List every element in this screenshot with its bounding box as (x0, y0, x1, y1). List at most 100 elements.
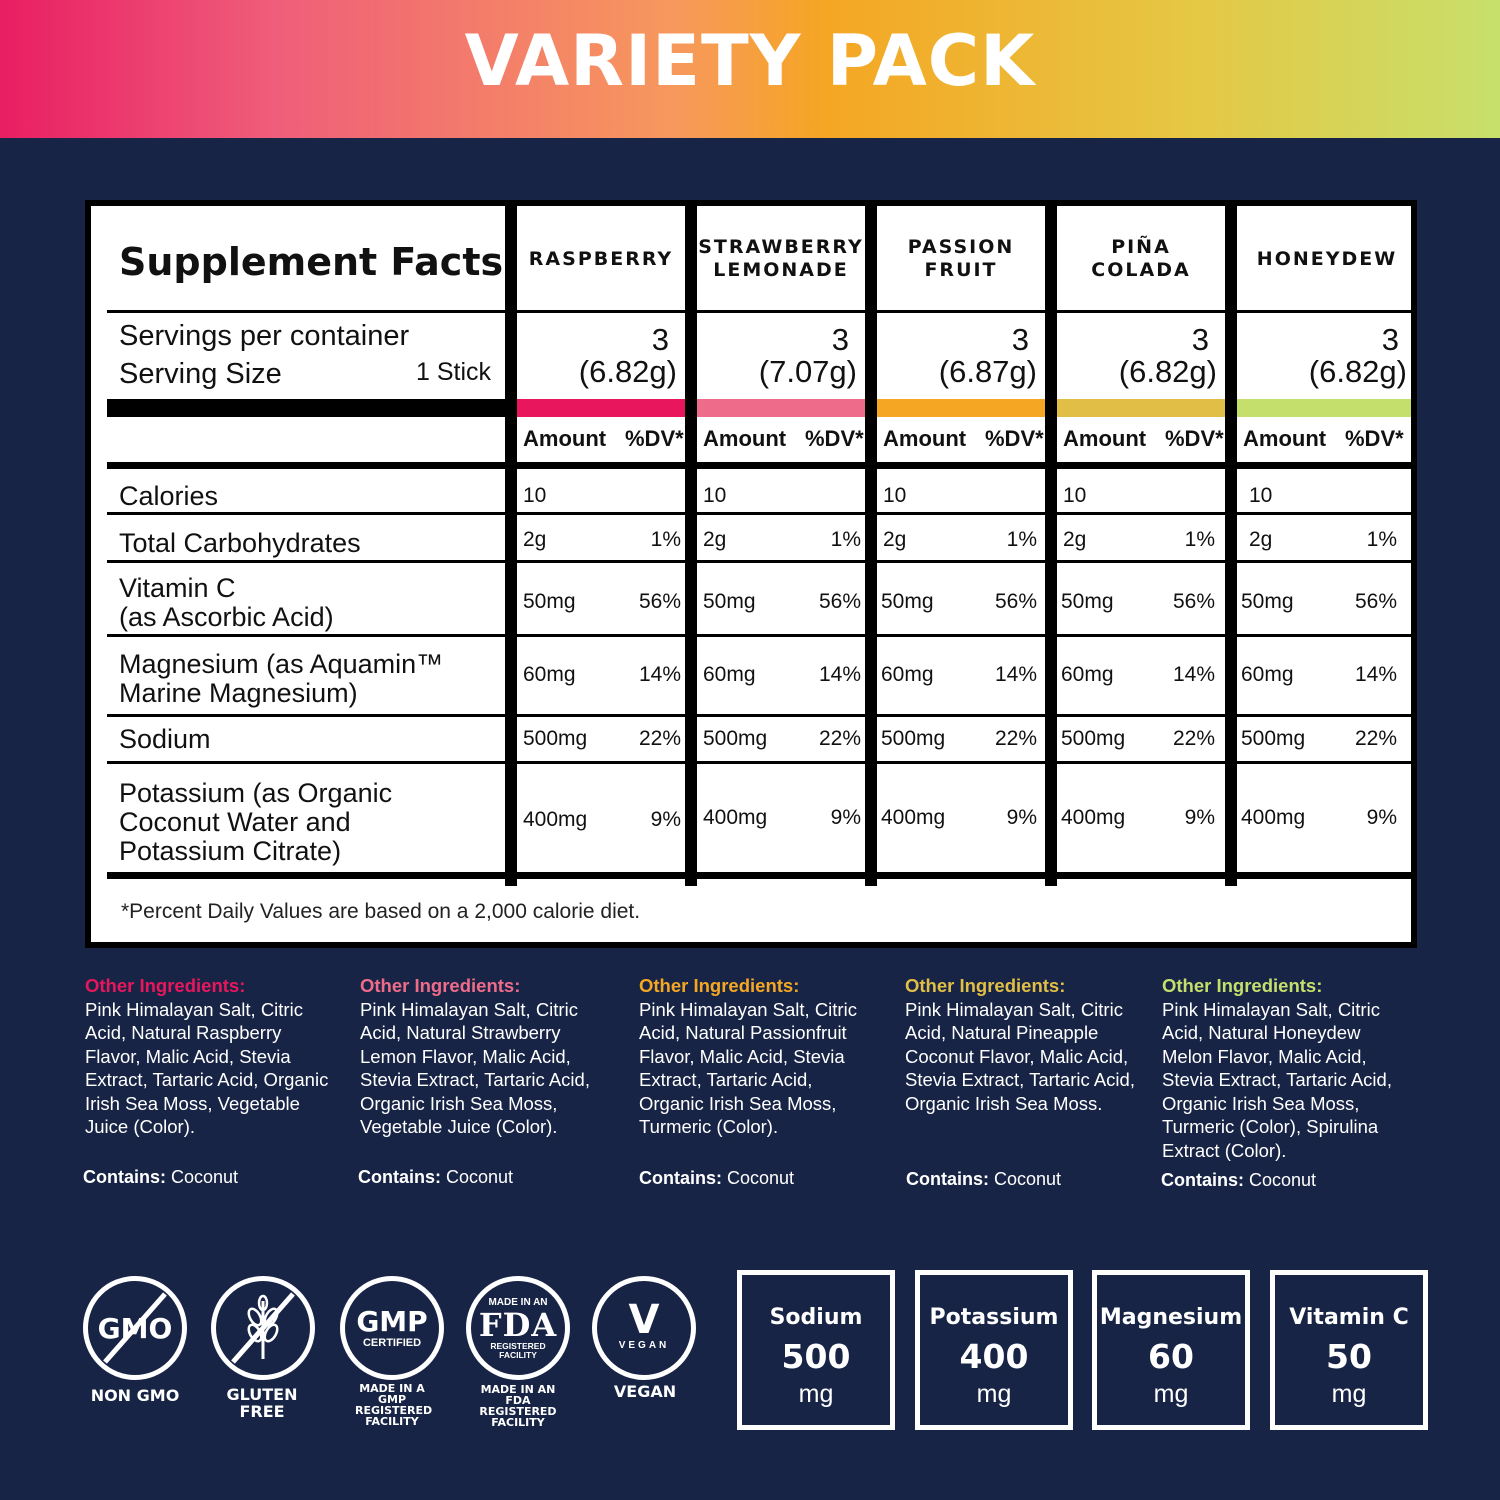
magnesium-amount: 60mg (523, 663, 576, 686)
servings-value: 3 (651, 322, 669, 357)
row-label-carbohydrates: Total Carbohydrates (119, 528, 361, 558)
potassium-dv: 9% (1366, 806, 1397, 829)
contains-statement: Contains: Coconut (639, 1168, 795, 1188)
daily-value-footnote: *Percent Daily Values are based on a 2,0… (121, 900, 641, 923)
gmp-label: MADE IN A GMP REGISTERED FACILITY (355, 1382, 433, 1428)
divider-line (107, 310, 505, 313)
prohibited-slash-icon (103, 1292, 167, 1364)
nutrient-name: Vitamin C (1289, 1305, 1409, 1330)
vitamin-c-dv: 56% (638, 590, 681, 613)
dv-header: %DV* (985, 426, 1044, 451)
serving-weight: (6.82g) (1308, 354, 1407, 389)
ingredients-title: Other Ingredients: (639, 975, 800, 996)
nutrient-box-magnesium: Magnesium 60 mg (1092, 1270, 1250, 1430)
row-label-potassium-sub1: Coconut Water and (119, 807, 351, 837)
non-gmo-icon: GMO (83, 1276, 187, 1380)
amount-header: Amount (883, 426, 967, 451)
carbs-amount: 2g (703, 528, 727, 551)
sodium-dv: 22% (818, 727, 861, 750)
amount-header: Amount (703, 426, 787, 451)
nutrient-unit: mg (1153, 1380, 1189, 1408)
potassium-amount: 400mg (703, 806, 768, 829)
magnesium-amount: 60mg (881, 663, 934, 686)
servings-value: 3 (1191, 322, 1209, 357)
serving-weight: (7.07g) (758, 354, 857, 389)
ingredients-title: Other Ingredients: (360, 975, 521, 996)
amount-header: Amount (1243, 426, 1327, 451)
sodium-amount: 500mg (703, 727, 768, 750)
ingredients-honeydew: Other Ingredients: Pink Himalayan Salt, … (1162, 974, 1412, 1162)
ingredients-list: Pink Himalayan Salt, Citric Acid, Natura… (360, 998, 590, 1138)
flavor-color-bar (1057, 399, 1225, 417)
amount-header: Amount (1063, 426, 1147, 451)
sodium-amount: 500mg (523, 727, 588, 750)
vitamin-c-amount: 50mg (523, 590, 576, 613)
vegan-label: VEGAN (613, 1382, 677, 1401)
carbs-dv: 1% (1366, 528, 1397, 551)
flavor-color-bar (517, 399, 685, 417)
carbs-dv: 1% (1184, 528, 1215, 551)
row-divider (107, 714, 1417, 717)
flavor-header: RASPBERRY (528, 247, 674, 270)
nutrient-value: 400 (959, 1337, 1029, 1376)
potassium-amount: 400mg (523, 808, 588, 831)
potassium-amount: 400mg (1241, 806, 1306, 829)
calories-amount: 10 (523, 484, 547, 507)
serving-weight: (6.87g) (938, 354, 1037, 389)
vitamin-c-dv: 56% (1354, 590, 1397, 613)
row-divider (107, 560, 1417, 563)
vitamin-c-amount: 50mg (1241, 590, 1294, 613)
nutrient-name: Sodium (769, 1305, 863, 1330)
non-gmo-label: NON GMO (90, 1386, 180, 1405)
amount-header: Amount (523, 426, 607, 451)
column-divider (685, 206, 697, 886)
thick-divider (107, 399, 505, 417)
column-divider (865, 206, 877, 886)
ingredients-pina-colada: Other Ingredients: Pink Himalayan Salt, … (905, 974, 1135, 1115)
vitamin-c-amount: 50mg (703, 590, 756, 613)
servings-label: Servings per container (119, 320, 410, 352)
carbs-dv: 1% (650, 528, 681, 551)
vitamin-c-dv: 56% (1172, 590, 1215, 613)
nutrient-box-sodium: Sodium 500 mg (737, 1270, 895, 1430)
contains-statement: Contains: Coconut (906, 1169, 1062, 1189)
sodium-dv: 22% (994, 727, 1037, 750)
ingredients-list: Pink Himalayan Salt, Citric Acid, Natura… (85, 998, 329, 1138)
row-divider (107, 634, 1417, 637)
facts-title: Supplement Facts (119, 240, 504, 284)
serving-weight: (6.82g) (1118, 354, 1217, 389)
nutrient-value: 500 (781, 1337, 851, 1376)
ingredients-list: Pink Himalayan Salt, Citric Acid, Natura… (1162, 998, 1392, 1161)
supplement-facts-panel: Supplement Facts RASPBERRY STRAWBERRY LE… (85, 200, 1417, 948)
calories-amount: 10 (1249, 484, 1273, 507)
sodium-dv: 22% (1354, 727, 1397, 750)
vitamin-c-dv: 56% (994, 590, 1037, 613)
row-label-vitamin-c: Vitamin C (119, 573, 236, 603)
magnesium-dv: 14% (1172, 663, 1215, 686)
ingredients-title: Other Ingredients: (1162, 975, 1323, 996)
carbs-amount: 2g (883, 528, 907, 551)
dv-header: %DV* (1165, 426, 1224, 451)
carbs-amount: 2g (1249, 528, 1273, 551)
calories-amount: 10 (703, 484, 727, 507)
row-divider-thick (107, 462, 1417, 469)
calories-amount: 10 (883, 484, 907, 507)
dv-header: %DV* (1345, 426, 1404, 451)
sodium-dv: 22% (638, 727, 681, 750)
contains-statement: Contains: Coconut (83, 1167, 239, 1187)
magnesium-dv: 14% (1354, 663, 1397, 686)
flavor-color-bar (1237, 399, 1411, 417)
divider-line (517, 310, 1417, 313)
row-label-potassium-sub2: Potassium Citrate) (119, 836, 342, 866)
nutrient-name: Potassium (929, 1305, 1059, 1330)
flavor-header: PASSION FRUIT (907, 236, 1015, 281)
flavor-header: STRAWBERRY LEMONADE (698, 236, 864, 281)
row-divider (107, 761, 1417, 764)
row-label-vitamin-c-sub: (as Ascorbic Acid) (119, 602, 334, 632)
contains-statement: Contains: Coconut (1161, 1170, 1317, 1190)
serving-size-value: 1 Stick (415, 358, 491, 386)
nutrient-box-vitamin-c: Vitamin C 50 mg (1270, 1270, 1428, 1430)
flavor-color-bar (697, 399, 865, 417)
column-divider (1225, 206, 1237, 886)
carbs-dv: 1% (830, 528, 861, 551)
